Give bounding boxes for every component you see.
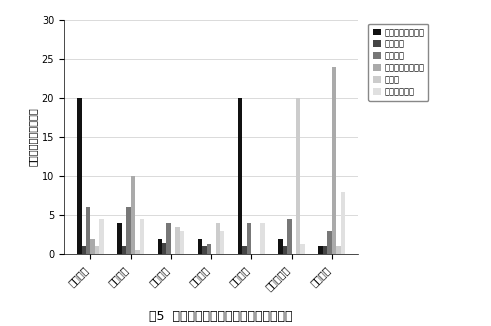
Bar bbox=[327, 231, 332, 254]
Bar bbox=[319, 246, 323, 254]
Bar bbox=[207, 244, 211, 254]
Bar bbox=[243, 246, 247, 254]
Bar bbox=[126, 207, 131, 254]
Bar bbox=[175, 227, 180, 254]
Bar bbox=[117, 223, 122, 254]
Bar bbox=[180, 231, 184, 254]
Bar bbox=[336, 246, 341, 254]
Y-axis label: 与同一系列最小值比例: 与同一系列最小值比例 bbox=[27, 108, 37, 166]
Bar bbox=[238, 98, 243, 254]
Bar bbox=[287, 219, 292, 254]
Bar bbox=[332, 67, 336, 254]
Bar bbox=[162, 243, 166, 254]
Bar bbox=[139, 219, 144, 254]
Bar bbox=[82, 246, 86, 254]
Bar bbox=[278, 239, 283, 254]
Text: 图5  当前主要储能技术路线技术指标比较: 图5 当前主要储能技术路线技术指标比较 bbox=[149, 310, 293, 323]
Bar bbox=[260, 223, 265, 254]
Bar bbox=[202, 246, 207, 254]
Bar bbox=[90, 239, 95, 254]
Bar bbox=[135, 250, 139, 254]
Bar bbox=[131, 176, 135, 254]
Bar bbox=[86, 207, 90, 254]
Bar bbox=[166, 223, 171, 254]
Bar bbox=[77, 98, 82, 254]
Bar bbox=[99, 219, 104, 254]
Bar bbox=[216, 223, 220, 254]
Bar bbox=[341, 192, 345, 254]
Bar bbox=[300, 244, 305, 254]
Bar bbox=[247, 223, 251, 254]
Legend: 单体储能电站规模, 能量效率, 循环寿命, 储能单元能量密度, 可靠性, 消防配备成本: 单体储能电站规模, 能量效率, 循环寿命, 储能单元能量密度, 可靠性, 消防配… bbox=[368, 24, 429, 101]
Bar bbox=[158, 239, 162, 254]
Bar bbox=[220, 231, 224, 254]
Bar bbox=[283, 246, 287, 254]
Bar bbox=[122, 246, 126, 254]
Bar bbox=[296, 98, 300, 254]
Bar bbox=[323, 246, 327, 254]
Bar bbox=[198, 239, 202, 254]
Bar bbox=[95, 246, 99, 254]
